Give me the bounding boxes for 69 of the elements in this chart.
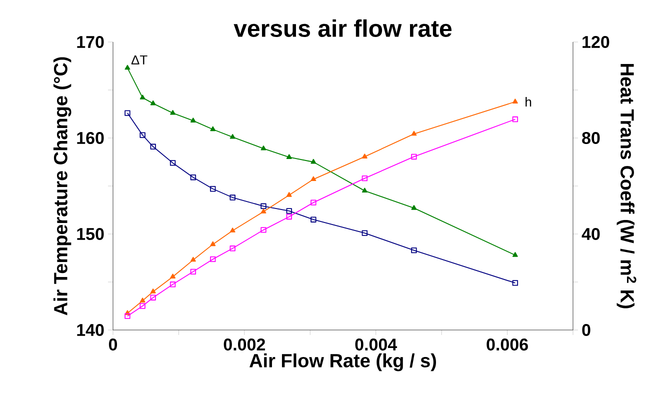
point <box>411 247 417 254</box>
point <box>310 216 316 222</box>
point <box>362 154 368 158</box>
x-axis-title: Air Flow Rate (kg / s) <box>250 353 436 372</box>
point <box>210 126 216 132</box>
point <box>210 186 216 192</box>
point <box>140 132 146 138</box>
point <box>170 110 176 115</box>
point <box>150 294 156 300</box>
point <box>411 154 417 160</box>
point <box>190 256 196 262</box>
point <box>286 214 292 220</box>
point <box>124 64 130 70</box>
y-tick-label: 150 <box>77 228 104 240</box>
point <box>286 208 292 214</box>
point <box>190 268 196 275</box>
point <box>362 175 368 182</box>
point <box>512 252 518 257</box>
y2-tick-label: 40 <box>582 228 600 240</box>
y-axis-title: Air Temperature Change (°C) <box>53 57 72 316</box>
point <box>140 298 146 302</box>
point <box>140 94 146 100</box>
point <box>150 144 156 150</box>
point <box>260 203 266 210</box>
point <box>124 313 130 319</box>
point <box>210 256 216 262</box>
y-tick-label: 160 <box>77 132 104 144</box>
series-label: ΔT <box>131 55 148 64</box>
point <box>150 288 156 294</box>
x-tick-label: 0.006 <box>486 338 528 351</box>
point <box>512 280 518 286</box>
point <box>124 110 130 116</box>
point <box>170 160 176 166</box>
point <box>411 130 417 136</box>
point <box>230 194 236 200</box>
point <box>310 200 316 206</box>
point <box>310 176 316 182</box>
x-tick-label: 0.002 <box>224 338 266 351</box>
y2-tick-label: 120 <box>582 36 610 48</box>
y2-tick-label: 80 <box>582 132 600 144</box>
series-label: h <box>526 97 532 106</box>
point <box>170 282 176 288</box>
point <box>310 158 316 164</box>
point <box>260 227 266 233</box>
point <box>190 118 196 122</box>
y-tick-label: 140 <box>77 324 104 336</box>
point <box>260 208 266 214</box>
point <box>210 241 216 246</box>
point <box>362 230 368 236</box>
y2-tick-label: 0 <box>582 324 590 336</box>
y2-axis-title: Heat Trans Coeff (W / m$^{2}$ K) <box>616 64 636 308</box>
x-tick-label: 0.004 <box>355 338 398 351</box>
point <box>230 246 236 252</box>
point <box>286 154 292 159</box>
point <box>230 134 236 139</box>
point <box>230 228 236 232</box>
point <box>512 98 518 104</box>
point <box>286 192 292 197</box>
chart-title: versus air flow rate <box>234 19 452 37</box>
point <box>140 303 146 309</box>
y-tick-label: 170 <box>77 36 104 48</box>
x-tick-label: 0 <box>108 338 118 351</box>
point <box>362 188 368 193</box>
point <box>190 174 196 180</box>
point <box>411 205 417 210</box>
point <box>170 274 176 278</box>
point <box>512 116 518 122</box>
point <box>150 100 156 106</box>
point <box>260 146 266 150</box>
